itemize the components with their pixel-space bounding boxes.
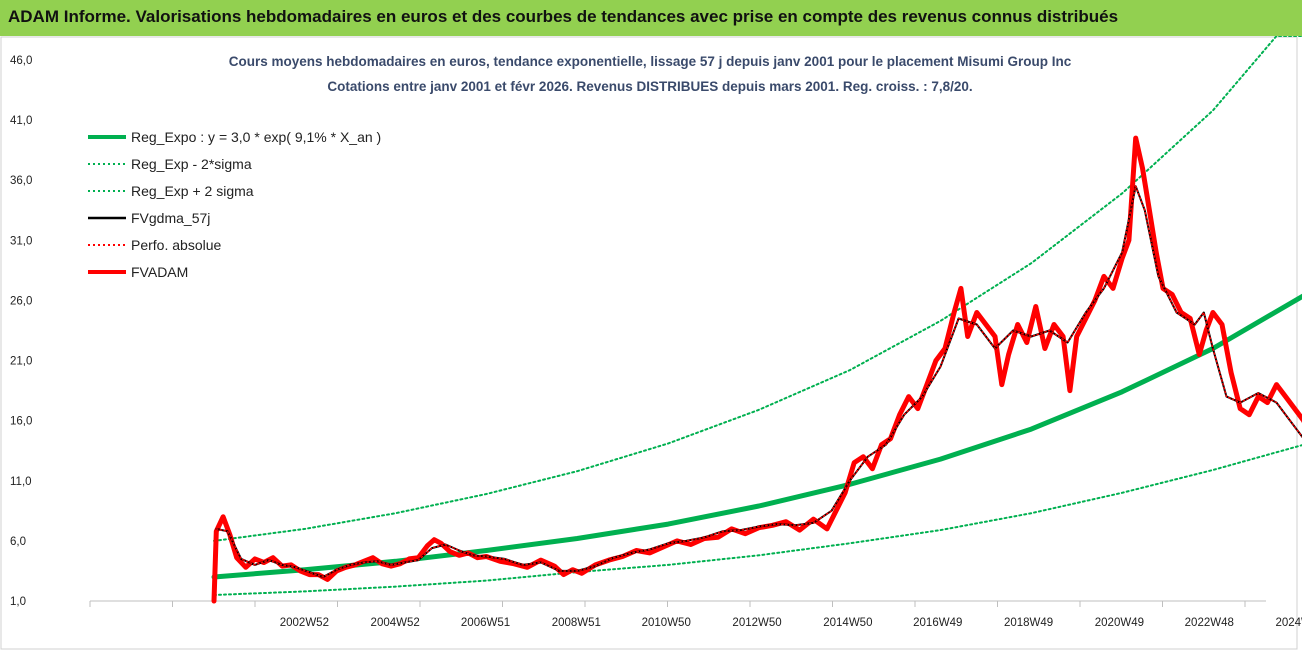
- y-tick-label: 1,0: [10, 596, 26, 608]
- series-line-1: [213, 444, 1302, 596]
- plot-area: [211, 35, 1302, 604]
- x-tick-label: 2022W48: [1185, 617, 1234, 629]
- series-line-2: [213, 35, 1302, 542]
- y-tick-label: 6,0: [10, 536, 26, 548]
- y-tick-label: 36,0: [10, 175, 32, 187]
- x-tick-label: 2012W50: [732, 617, 781, 629]
- report-title: ADAM Informe. Valorisations hebdomadaire…: [8, 7, 1119, 26]
- y-tick-label: 16,0: [10, 416, 32, 428]
- legend: Reg_Expo : y = 3,0 * exp( 9,1% * X_an ) R…: [88, 129, 381, 280]
- x-tick-label: 2010W50: [642, 617, 691, 629]
- y-tick-label: 31,0: [10, 235, 32, 247]
- chart-title-line-1: Cours moyens hebdomadaires en euros, ten…: [229, 54, 1072, 69]
- y-tick-label: 21,0: [10, 356, 32, 368]
- x-tick-label: 2008W51: [552, 617, 601, 629]
- legend-label: Reg_Exp - 2*sigma: [131, 156, 252, 172]
- x-tick-label: 2014W50: [823, 617, 872, 629]
- x-tick-label: 2002W52: [280, 617, 329, 629]
- trend-chart: Cours moyens hebdomadaires en euros, ten…: [0, 35, 1302, 653]
- chart-area: Cours moyens hebdomadaires en euros, ten…: [0, 35, 1302, 653]
- series-line-4: [215, 185, 1302, 578]
- report-header: ADAM Informe. Valorisations hebdomadaire…: [0, 0, 1302, 37]
- legend-label: Reg_Expo : y = 3,0 * exp( 9,1% * X_an ): [131, 129, 381, 145]
- chart-title-line-2: Cotations entre janv 2001 et févr 2026. …: [327, 79, 972, 94]
- legend-label: FVgdma_57j: [131, 210, 210, 226]
- x-tick-label: 2006W51: [461, 617, 510, 629]
- x-tick-label: 2018W49: [1004, 617, 1053, 629]
- x-tick-label: 2020W49: [1095, 617, 1144, 629]
- x-tick-label: 2016W49: [913, 617, 962, 629]
- x-tick-label: 2024W48: [1275, 617, 1302, 629]
- y-tick-label: 26,0: [10, 295, 32, 307]
- x-tick-label: 2004W52: [371, 617, 420, 629]
- y-tick-label: 41,0: [10, 115, 32, 127]
- series-line-5: [211, 135, 1302, 604]
- legend-label: Reg_Exp + 2 sigma: [131, 183, 254, 199]
- chart-border: [0, 36, 1298, 650]
- legend-label: Perfo. absolue: [131, 237, 221, 253]
- legend-label: FVADAM: [131, 264, 188, 280]
- y-tick-label: 11,0: [10, 476, 32, 488]
- y-tick-label: 46,0: [10, 55, 32, 67]
- axes: 1,0 6,0 11,0 16,0 21,0 26,0 31,0 36,0 41,0 46,0 20…: [10, 55, 1302, 629]
